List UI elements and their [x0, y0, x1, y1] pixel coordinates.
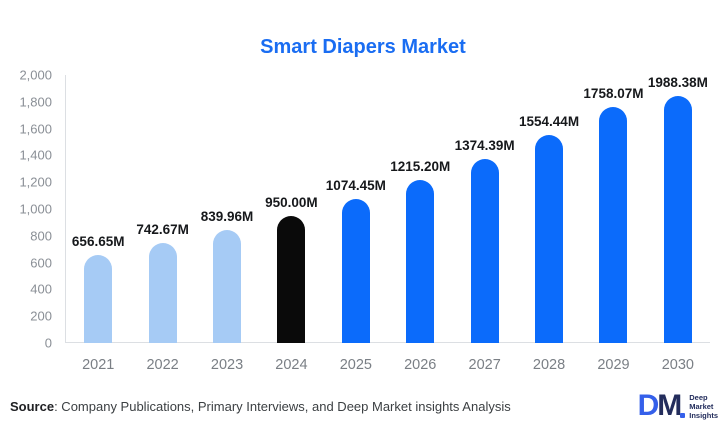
bar-value-label: 1554.44M: [519, 113, 580, 129]
bar-group-2028: 1554.44M 2028: [517, 75, 581, 373]
logo-line-insights: Insights: [689, 410, 718, 420]
bar-2028: [535, 134, 564, 343]
x-axis-label: 2030: [661, 357, 694, 373]
bar-2026: [406, 180, 435, 343]
x-axis-label: 2026: [404, 357, 437, 373]
y-axis-tick-label: 400: [30, 281, 52, 297]
y-axis-tick-label: 2,000: [19, 67, 52, 83]
bar-2030: [663, 96, 692, 343]
bar-group-2025: 1074.45M 2025: [324, 75, 388, 373]
bar-group-2026: 1215.20M 2026: [388, 75, 452, 373]
x-axis-label: 2021: [82, 357, 115, 373]
bar-2027: [470, 158, 499, 343]
bar-2024: [277, 215, 306, 343]
bar-2022: [148, 243, 177, 343]
deep-market-insights-logo: DM Deep Market Insights: [638, 391, 718, 421]
x-axis-label: 2027: [468, 357, 501, 373]
plot-area: 656.65M 2021 742.67M 2022 839.96M 2023 950.00M…: [66, 75, 710, 373]
y-axis-tick-label: 1,400: [19, 147, 52, 163]
bar-value-label: 1374.39M: [454, 137, 515, 153]
logo-line-market: Market: [689, 401, 714, 411]
x-axis-label: 2022: [146, 357, 179, 373]
bar-value-label: 950.00M: [265, 194, 318, 210]
y-axis-tick-label: 1,200: [19, 174, 52, 190]
y-axis-tick-label: 1,800: [19, 94, 52, 110]
x-axis-label: 2024: [275, 357, 308, 373]
y-axis-tick-label: 0: [44, 335, 52, 351]
logo-line-deep: Deep: [689, 392, 708, 402]
y-axis-tick-label: 800: [30, 228, 52, 244]
bar-group-2022: 742.67M 2022: [130, 75, 194, 373]
logo-dot-icon: [680, 413, 686, 418]
bar-value-label: 1215.20M: [390, 159, 451, 175]
y-axis-tick-label: 200: [30, 308, 52, 324]
bar-group-2024: 950.00M 2024: [259, 75, 323, 373]
bar-2023: [213, 230, 242, 343]
logo-letter-d: D: [637, 389, 660, 422]
bar-2029: [599, 107, 628, 343]
source-line: Source: Company Publications, Primary In…: [10, 399, 511, 414]
bar-value-label: 1988.38M: [647, 75, 708, 90]
x-axis-label: 2025: [339, 357, 372, 373]
bar-value-label: 1758.07M: [583, 86, 644, 102]
source-label: Source: [10, 398, 55, 414]
bar-group-2030: 1988.38M 2030: [646, 75, 710, 373]
bar-value-label: 1074.45M: [325, 178, 386, 194]
logo-letter-m: M: [657, 389, 682, 422]
bar-group-2027: 1374.39M 2027: [452, 75, 516, 373]
x-axis-label: 2023: [210, 357, 244, 373]
bar-group-2023: 839.96M 2023: [195, 75, 259, 373]
source-text: : Company Publications, Primary Intervie…: [54, 398, 511, 414]
bar-2025: [341, 199, 370, 343]
bar-group-2021: 656.65M 2021: [66, 75, 130, 373]
y-axis-tick-label: 1,000: [19, 201, 52, 217]
bar-2021: [84, 255, 113, 343]
y-axis-line: [65, 75, 66, 343]
bar-value-label: 839.96M: [200, 209, 254, 225]
dm-logo-mark-icon: DM: [637, 389, 686, 422]
y-axis-tick-label: 600: [30, 255, 52, 271]
x-axis-label: 2029: [597, 357, 630, 373]
bar-value-label: 742.67M: [136, 222, 189, 238]
chart-title: Smart Diapers Market: [260, 36, 466, 58]
y-axis-tick-label: 1,600: [19, 121, 52, 137]
y-axis: 0 200 400 600 800 1,000 1,200 1,400 1,600 1,800 2,…: [0, 68, 56, 351]
footer: Source: Company Publications, Primary In…: [10, 391, 718, 421]
x-axis-label: 2028: [532, 357, 566, 373]
x-axis-baseline: [65, 342, 710, 343]
bar-group-2029: 1758.07M 2029: [581, 75, 645, 373]
logo-wordmark: Deep Market Insights: [689, 393, 718, 420]
bar-value-label: 656.65M: [71, 234, 125, 250]
